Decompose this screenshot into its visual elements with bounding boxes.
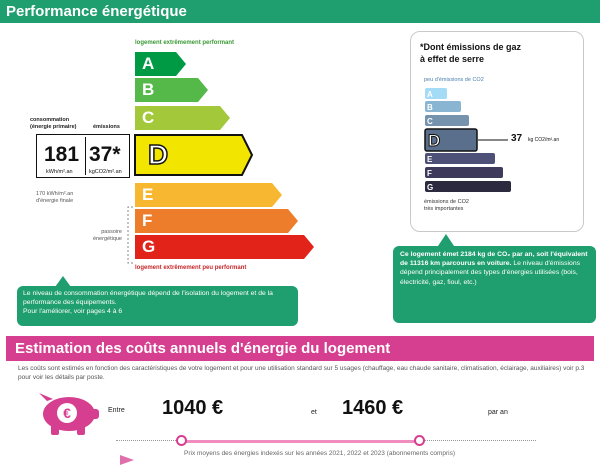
- energy-class-e: E: [135, 183, 282, 207]
- energy-class-letter: F: [142, 211, 152, 230]
- ges-class-letter: C: [427, 117, 433, 126]
- consumption-value: 181: [44, 143, 80, 166]
- costs-between: Entre: [108, 407, 125, 414]
- ges-pointer-line: [478, 139, 508, 141]
- energy-class-letter: D: [148, 139, 168, 170]
- energy-class-letter: E: [142, 185, 153, 204]
- ges-class-f: F: [425, 167, 503, 178]
- energy-class-b: B: [135, 78, 208, 102]
- performance-header: Performance énergétique: [0, 0, 600, 23]
- costs-low: 1040 €: [162, 397, 224, 419]
- passoire-label: passoire énergétique: [92, 229, 122, 242]
- note-pointer: [55, 276, 71, 287]
- energy-class-letter: G: [142, 237, 155, 256]
- piggy-bank-icon: €: [39, 393, 99, 435]
- ges-unit: kg CO2/m².an: [528, 137, 560, 143]
- costs-intro: Les coûts sont estimés en fonction des c…: [18, 365, 585, 381]
- consumption-label: consommation (énergie primaire): [30, 117, 77, 130]
- costs-per-year: par an: [488, 409, 508, 416]
- consumption-unit: kWh/m².an: [46, 169, 73, 175]
- ges-class-letter: B: [427, 103, 433, 112]
- energy-class-letter: A: [142, 54, 154, 73]
- pink-arrow-icon: [120, 455, 134, 465]
- ges-title: *Dont émissions de gaz à effet de serre: [420, 42, 522, 64]
- energy-class-d: D: [134, 134, 254, 176]
- ges-class-e: E: [425, 153, 495, 164]
- ges-class-letter: G: [427, 183, 433, 192]
- energy-class-c: C: [135, 106, 230, 130]
- ges-low-label: peu d'émissions de CO2: [424, 77, 484, 83]
- energy-class-letter: C: [142, 108, 154, 127]
- consumption-divider: [85, 137, 86, 175]
- ges-note-bold: Ce logement émet 2184 kg de CO₂ par an, …: [400, 251, 588, 268]
- ges-class-b: B: [425, 101, 461, 112]
- costs-title: Estimation des coûts annuels d'énergie d…: [15, 340, 391, 357]
- costs-range-high-marker: [414, 435, 425, 446]
- emissions-unit: kgCO2/m².an: [89, 169, 122, 175]
- performance-note: Le niveau de consommation énergétique dé…: [17, 286, 298, 326]
- top-performance-label: logement extrêmement performant: [135, 40, 235, 46]
- passoire-bracket: [127, 206, 133, 264]
- costs-and: et: [311, 409, 317, 416]
- energy-class-a: A: [135, 52, 186, 76]
- energy-class-g: G: [135, 235, 314, 259]
- ges-class-g: G: [425, 181, 511, 192]
- euro-symbol: €: [63, 405, 71, 421]
- final-energy-label: 170 kWh/m².an d'énergie finale: [36, 191, 74, 204]
- performance-title: Performance énergétique: [6, 3, 187, 20]
- ges-class-letter: D: [428, 131, 440, 150]
- emissions-value: 37*: [89, 143, 121, 166]
- energy-class-f: F: [135, 209, 298, 233]
- emissions-label: émissions: [93, 124, 120, 130]
- ges-class-c: C: [425, 115, 469, 126]
- costs-range-bar: [182, 440, 419, 443]
- ges-note-rest: Le niveau d'émissions dépend principalem…: [400, 260, 581, 286]
- ges-high-label: émissions de CO2 très importantes: [424, 199, 469, 212]
- consumption-box: [36, 134, 130, 178]
- ges-note: Ce logement émet 2184 kg de CO₂ par an, …: [393, 246, 596, 323]
- ges-note-pointer: [438, 234, 454, 246]
- ges-value: 37: [511, 133, 523, 144]
- ges-class-a: A: [425, 88, 447, 99]
- bottom-performance-label: logement extrêmement peu performant: [135, 265, 247, 271]
- ges-class-letter: E: [427, 155, 433, 164]
- costs-footer: Prix moyens des énergies indexés sur les…: [184, 450, 455, 457]
- energy-class-letter: B: [142, 80, 154, 99]
- ges-class-d: D: [424, 128, 478, 152]
- costs-high: 1460 €: [342, 397, 404, 419]
- ges-class-letter: A: [427, 90, 433, 99]
- performance-note-text: Le niveau de consommation énergétique dé…: [23, 290, 273, 315]
- ges-class-letter: F: [427, 169, 432, 178]
- costs-range-low-marker: [176, 435, 187, 446]
- costs-header: Estimation des coûts annuels d'énergie d…: [6, 336, 594, 361]
